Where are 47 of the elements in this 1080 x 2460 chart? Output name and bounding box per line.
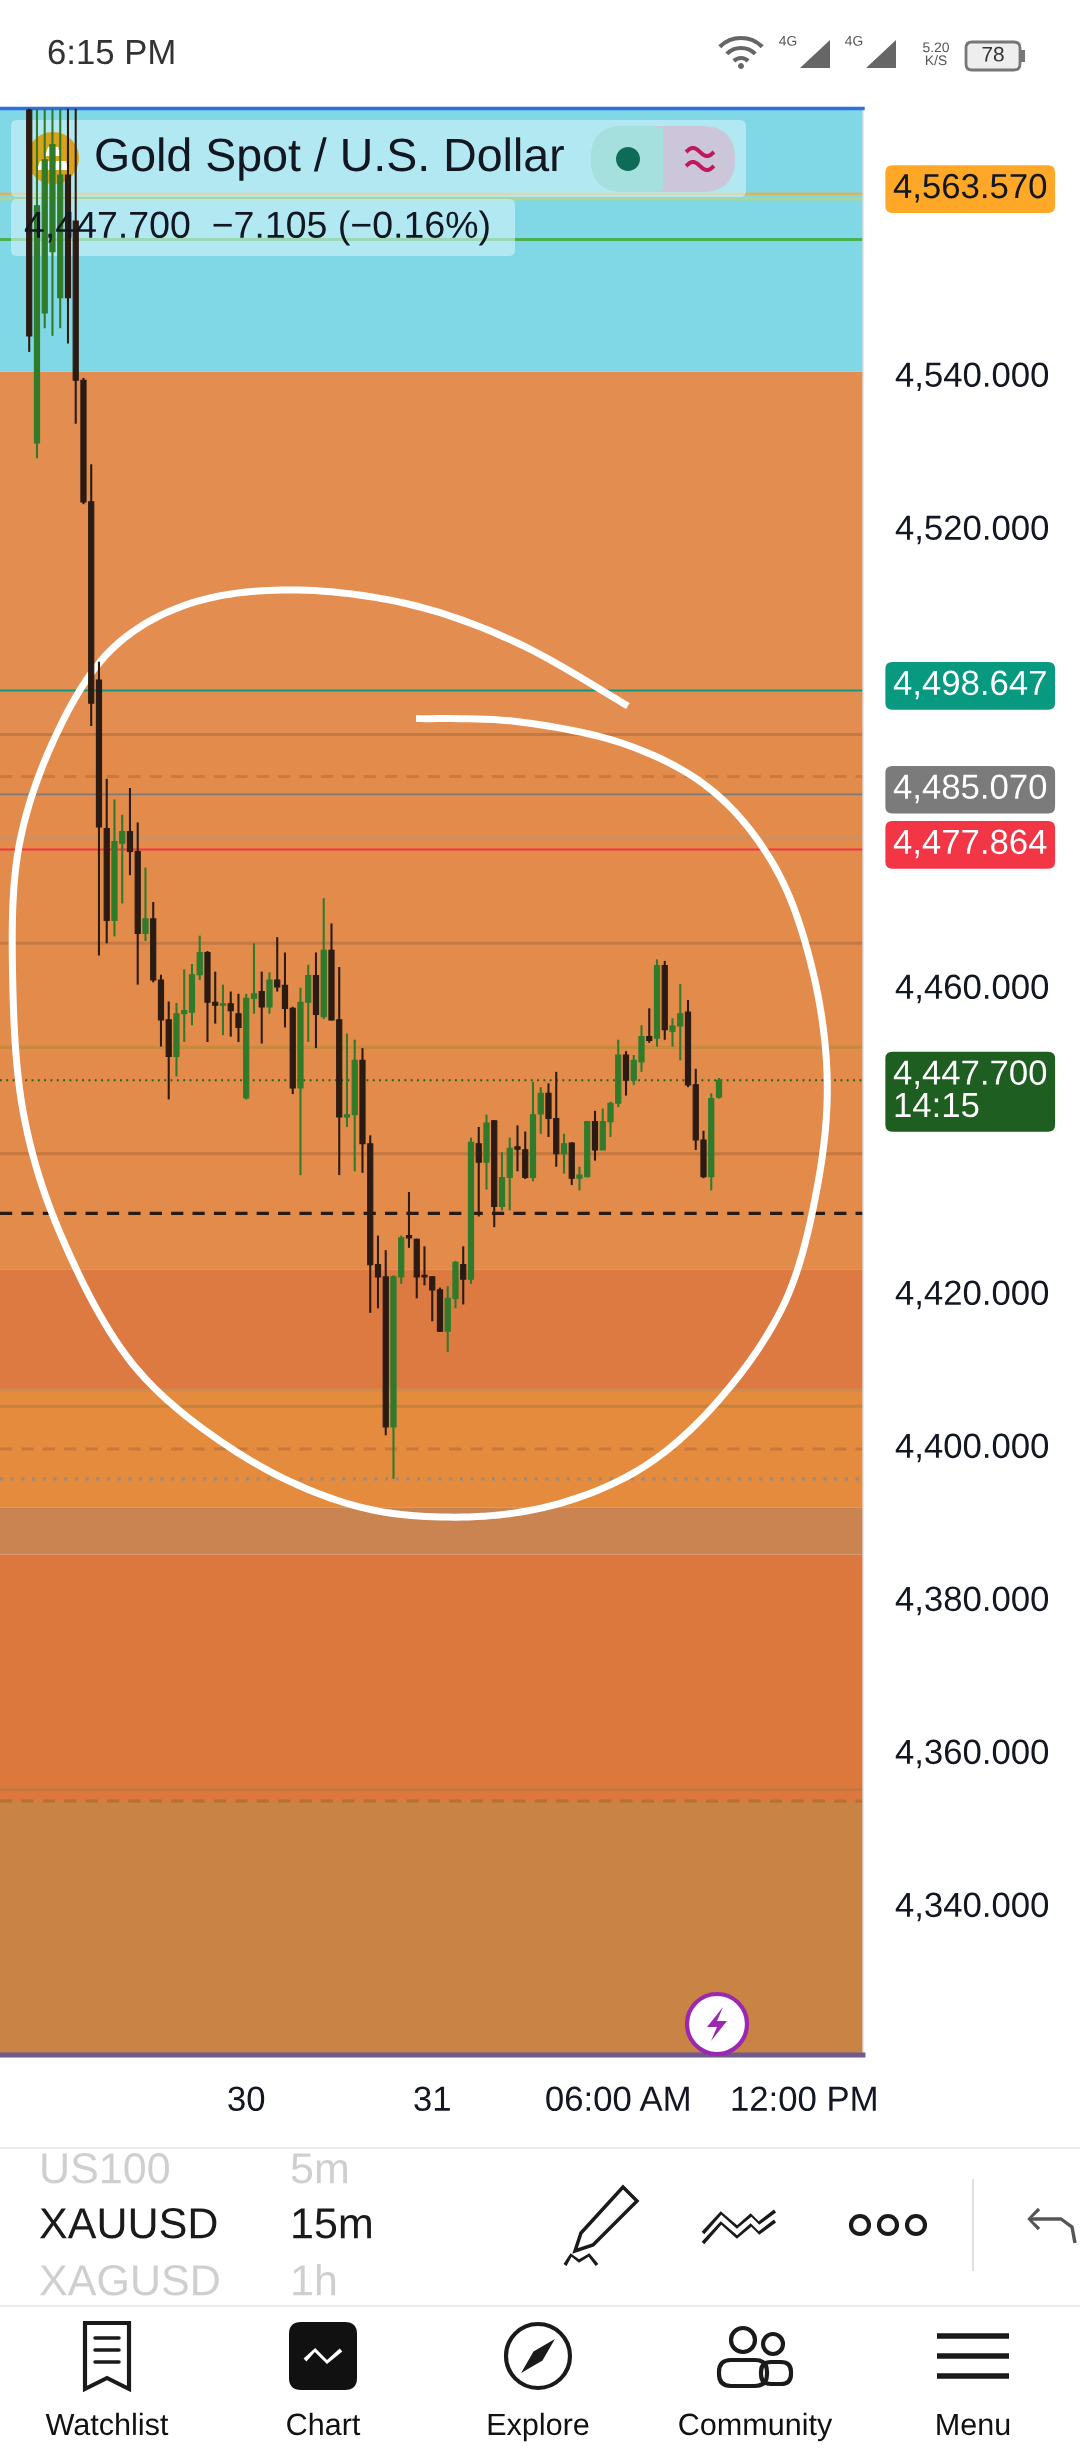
- text: Menu: [937, 2413, 1010, 2436]
- text: Explore: [488, 2412, 589, 2442]
- candlestick: [227, 990, 234, 1038]
- candlestick: [250, 942, 258, 1015]
- candlestick: [460, 1245, 467, 1306]
- candlestick: [715, 1076, 723, 1100]
- candlestick: [274, 936, 281, 993]
- y-tick-label: 4,460.000: [895, 974, 1049, 1004]
- candlestick: [560, 1132, 568, 1175]
- candlestick: [258, 970, 265, 1045]
- y-tick-label: 4,400.000: [895, 1433, 1049, 1463]
- text: Gold Spot / U.S. Dollar: [96, 137, 564, 181]
- y-tick-label: 4,340.000: [895, 1892, 1049, 1922]
- candlestick: [646, 1007, 653, 1044]
- text: 15m: [293, 2208, 371, 2239]
- ref-line-label: 4,485.070: [893, 774, 1047, 804]
- y-tick-label: 4,520.000: [895, 515, 1049, 545]
- candlestick: [126, 786, 134, 877]
- candlestick: [235, 992, 242, 1044]
- candlestick: [142, 866, 149, 943]
- ref-line-label: 4,563.570: [893, 173, 1047, 203]
- y-tick-label: 4,420.000: [895, 1280, 1049, 1310]
- text: Watchlist: [45, 2412, 169, 2436]
- candlestick: [281, 951, 289, 1029]
- y-tick-label: 4,360.000: [895, 1739, 1049, 1769]
- x-tick-label: 12:00 PM: [732, 2086, 876, 2112]
- text: XAUUSD: [39, 2208, 217, 2239]
- text: 4G: [779, 35, 797, 46]
- x-tick-label: 30: [228, 2086, 265, 2112]
- text: 78: [982, 46, 1004, 62]
- ref-line-label: 4,477.864: [893, 829, 1047, 859]
- candlestick: [196, 934, 203, 982]
- candlestick: [537, 1086, 544, 1135]
- text: Chart: [287, 2412, 361, 2436]
- candlestick: [219, 983, 227, 1037]
- y-tick-label: 4,540.000: [895, 362, 1049, 392]
- candlestick: [374, 1234, 382, 1310]
- x-tick-label: 31: [414, 2086, 450, 2112]
- candlestick: [343, 1032, 351, 1128]
- ref-line-label: 4,447.700 14:15: [893, 1060, 1047, 1118]
- x-tick-label: 06:00 AM: [546, 2086, 689, 2112]
- text: 6:15 PM: [48, 39, 174, 65]
- ref-line-label: 4,498.647: [893, 670, 1046, 700]
- y-tick-label: 4,380.000: [895, 1586, 1049, 1616]
- text: 4G: [845, 35, 863, 46]
- text: Community: [679, 2412, 833, 2442]
- text: 5.20 K/S: [923, 42, 949, 66]
